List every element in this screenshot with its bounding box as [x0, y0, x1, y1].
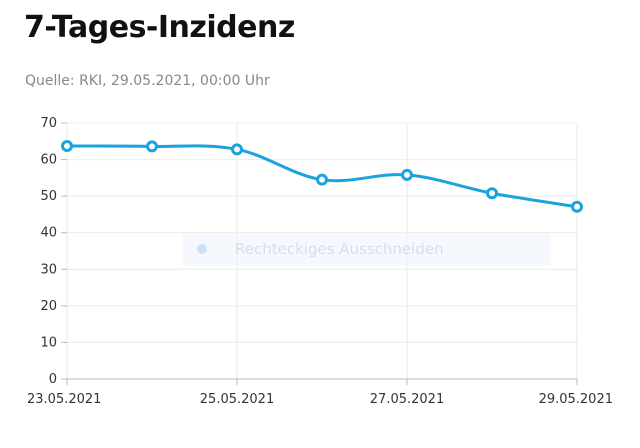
- data-point[interactable]: [401, 168, 413, 181]
- y-tick-label: 60: [40, 153, 57, 168]
- y-tick-label: 10: [40, 335, 57, 350]
- data-point[interactable]: [571, 200, 583, 213]
- y-tick-label: 70: [40, 116, 57, 131]
- series: [61, 140, 583, 213]
- data-point[interactable]: [146, 140, 158, 153]
- data-point[interactable]: [61, 140, 73, 153]
- x-tick-labels: 23.05.2021 25.05.2021 27.05.2021 29.05.2021: [27, 392, 613, 407]
- snipping-tooltip: Rechteckiges Ausschneiden: [183, 234, 551, 266]
- chart-title: 7-Tages-Inzidenz: [24, 10, 295, 45]
- source-caption: Quelle: RKI, 29.05.2021, 00:00 Uhr: [25, 73, 270, 89]
- x-tick-label: 29.05.2021: [539, 392, 613, 407]
- snip-icon: [197, 244, 207, 254]
- y-tick-label: 0: [49, 372, 57, 387]
- data-point[interactable]: [231, 143, 243, 156]
- y-tick-label: 20: [40, 299, 57, 314]
- y-tick-label: 40: [40, 226, 57, 241]
- axes: [61, 122, 578, 385]
- y-tick-label: 50: [40, 189, 57, 204]
- data-point[interactable]: [316, 173, 328, 186]
- x-tick-label: 27.05.2021: [370, 392, 444, 407]
- grid-lines: [66, 122, 578, 379]
- y-tick-label: 30: [40, 262, 57, 277]
- x-tick-label: 23.05.2021: [27, 392, 101, 407]
- x-tick-label: 25.05.2021: [200, 392, 274, 407]
- data-point[interactable]: [486, 187, 498, 200]
- snipping-tooltip-label: Rechteckiges Ausschneiden: [235, 240, 444, 258]
- y-tick-labels: 0 10 20 30 40 50 60 70: [40, 116, 57, 387]
